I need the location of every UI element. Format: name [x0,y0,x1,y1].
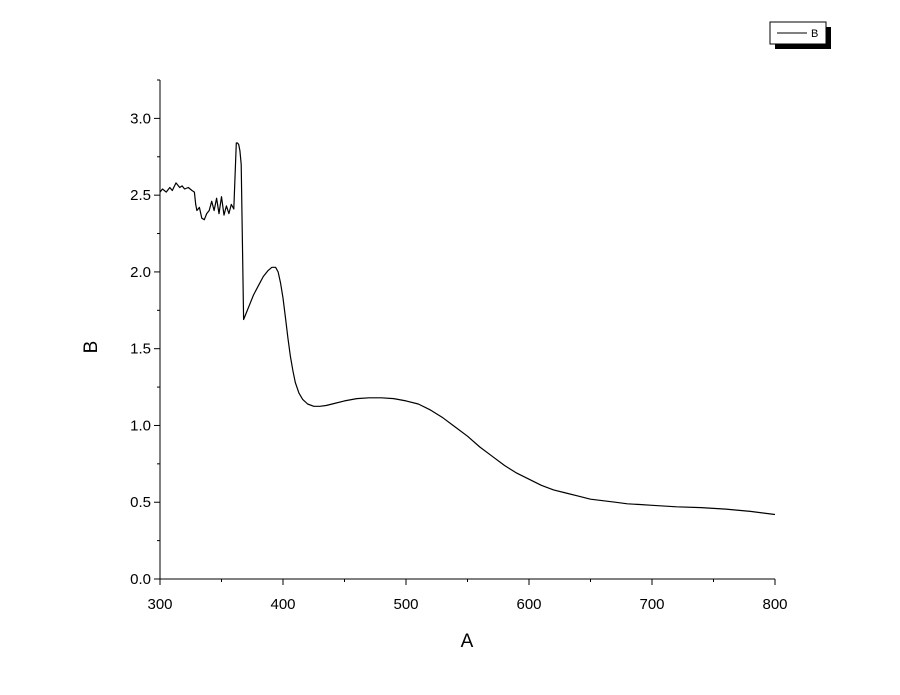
legend-label: B [811,28,818,40]
y-tick-label: 2.0 [130,264,151,281]
y-tick-label: 0.0 [130,571,151,588]
x-axis: 300 400 500 600 700 800 [147,578,788,613]
y-tick-label: 1.0 [130,417,151,434]
y-tick-label: 3.0 [130,110,151,127]
x-tick-label: 300 [147,596,172,613]
x-tick-label: 700 [639,596,664,613]
legend: B [769,21,831,49]
y-axis: 0.0 0.5 1.0 1.5 2.0 2.5 3.0 [130,79,161,588]
y-axis-title: B [81,341,102,354]
series-layer [159,142,776,516]
y-tick-label: 1.5 [130,341,151,358]
x-tick-label: 800 [762,596,787,613]
x-tick-label: 400 [270,596,295,613]
x-tick-label: 500 [393,596,418,613]
y-tick-label: 0.5 [130,494,151,511]
y-tick-label: 2.5 [130,187,151,204]
x-tick-label: 600 [516,596,541,613]
series-line-B [159,142,776,516]
x-axis-title: A [461,631,474,652]
